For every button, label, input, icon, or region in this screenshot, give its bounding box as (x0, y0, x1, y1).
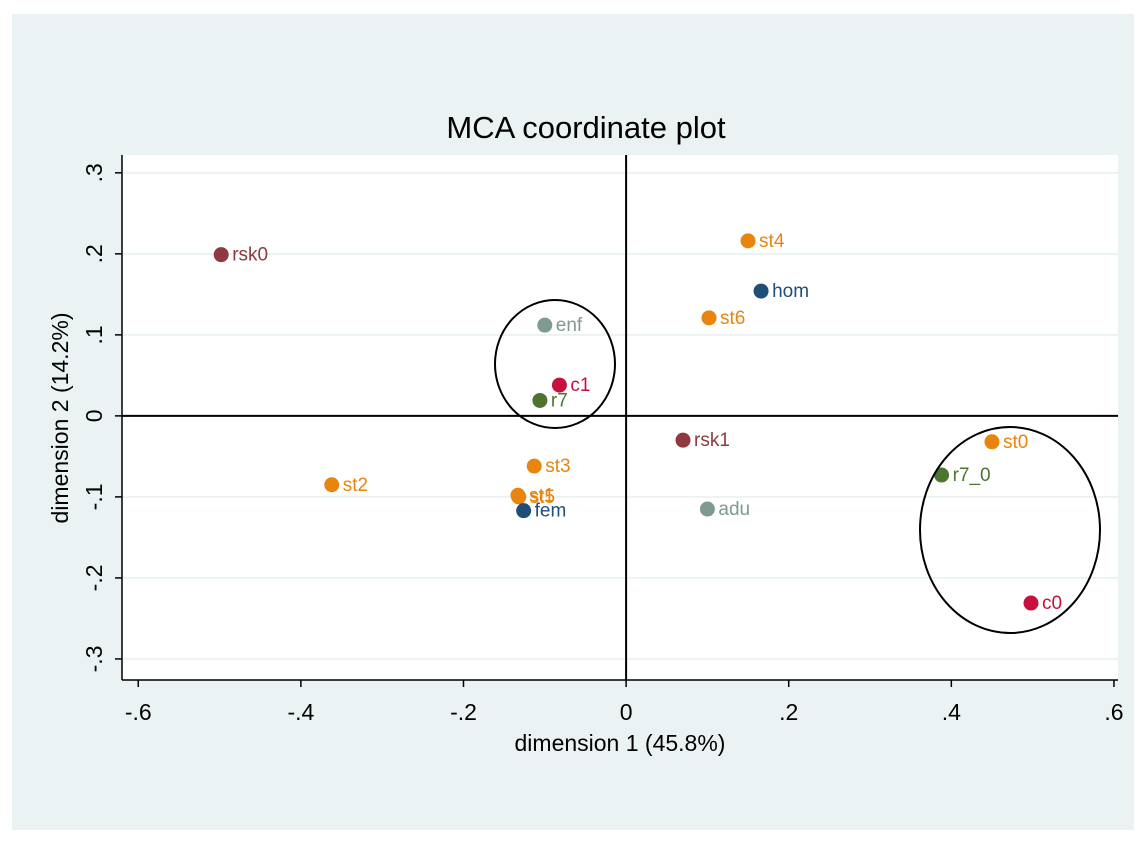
point (213, 247, 229, 263)
point (324, 477, 340, 493)
point-label: st1 (529, 485, 554, 506)
x-tick-label: .4 (942, 699, 961, 725)
point (516, 503, 532, 519)
point (753, 283, 769, 299)
point (675, 432, 691, 448)
y-tick-label: .2 (81, 244, 107, 263)
point (526, 458, 542, 474)
y-tick-label: -.1 (81, 483, 107, 510)
point-label: hom (772, 281, 809, 302)
point (537, 317, 553, 333)
point-label: adu (718, 499, 750, 520)
point-label: st3 (545, 456, 570, 477)
plot-area (122, 155, 1118, 680)
x-tick-label: -.4 (287, 699, 314, 725)
point-label: st2 (343, 475, 368, 496)
point-label: r7 (551, 391, 568, 412)
point-label: r7_0 (953, 465, 991, 486)
y-tick-label: -.2 (81, 564, 107, 591)
point (1023, 595, 1039, 611)
point-label: st0 (1003, 432, 1028, 453)
point (934, 467, 950, 483)
point-label: rsk1 (694, 430, 730, 451)
point-label: fem (535, 501, 567, 522)
point (740, 233, 756, 249)
point (699, 501, 715, 517)
y-tick-label: 0 (81, 409, 107, 422)
x-tick-label: -.2 (450, 699, 477, 725)
point (511, 489, 527, 505)
x-tick-label: .2 (779, 699, 798, 725)
point-label: c1 (570, 375, 590, 396)
x-tick-label: 0 (620, 699, 633, 725)
point-label: st5 (530, 487, 555, 508)
marks: -.3 -.2 -.1 0 .1 .2 .3 -.6 -.4 -.2 0 .2 .4 .6 rsk0 rsk1… (81, 155, 1124, 725)
y-tick-label: .1 (81, 325, 107, 344)
annotation-ellipse (494, 299, 616, 429)
point-label: enf (556, 315, 583, 336)
annotation-ellipse (919, 426, 1101, 634)
point-label: st4 (759, 231, 785, 252)
point (532, 392, 548, 408)
x-axis-label: dimension 1 (45.8%) (515, 730, 726, 756)
y-axis-label: dimension 2 (14.2%) (47, 313, 73, 524)
point-label: st6 (720, 308, 745, 329)
chart-title: MCA coordinate plot (446, 110, 726, 145)
x-tick-label: .6 (1104, 699, 1123, 725)
point-label: c0 (1042, 593, 1062, 614)
point (984, 434, 1000, 450)
x-tick-label: -.6 (125, 699, 152, 725)
y-tick-label: .3 (81, 163, 107, 182)
point (701, 310, 717, 326)
point-label: rsk0 (232, 245, 268, 266)
point (551, 377, 567, 393)
y-tick-label: -.3 (81, 646, 107, 673)
